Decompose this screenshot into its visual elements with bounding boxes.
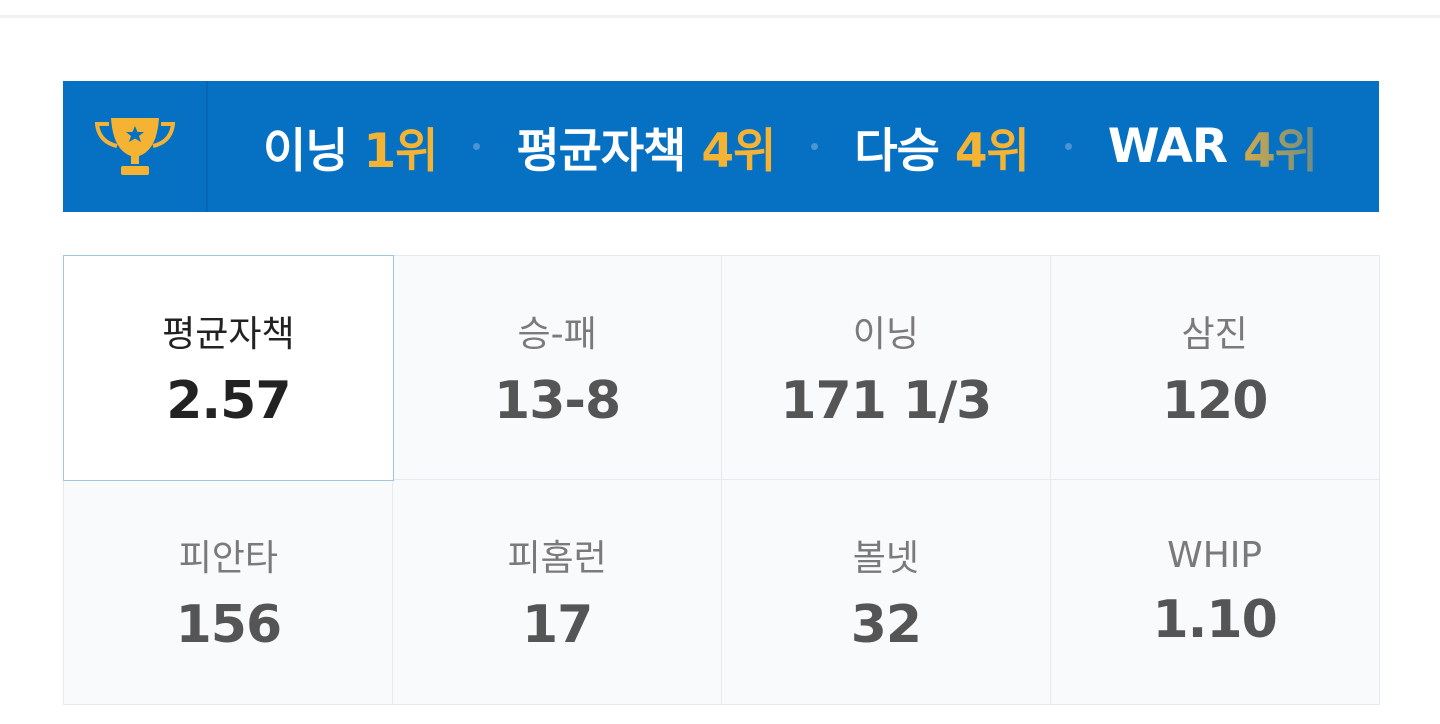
- rank-item: 다승 4위: [854, 124, 1029, 179]
- trophy-icon: [63, 81, 208, 212]
- stat-cell-strikeouts[interactable]: 삼진 120: [1049, 255, 1380, 481]
- stat-cell-walks[interactable]: 볼넷 32: [720, 479, 1051, 705]
- separator-dot: [1064, 143, 1072, 150]
- divider: [0, 15, 1440, 18]
- rank-item: 이닝 1위: [263, 124, 438, 179]
- scroll-fade: [1219, 81, 1379, 212]
- stat-cell-era[interactable]: 평균자책 2.57: [63, 255, 394, 481]
- stat-cell-home-runs[interactable]: 피홈런 17: [392, 479, 723, 705]
- stats-grid: 평균자책 2.57 승-패 13-8 이닝 171 1/3 삼진 120 피안타 156 …: [63, 255, 1380, 705]
- stat-cell-innings[interactable]: 이닝 171 1/3: [720, 255, 1051, 481]
- stat-cell-whip[interactable]: WHIP 1.10: [1049, 479, 1380, 705]
- separator-dot: [473, 143, 481, 150]
- separator-dot: [811, 143, 819, 150]
- stat-cell-win-loss[interactable]: 승-패 13-8: [392, 255, 723, 481]
- stat-cell-hits[interactable]: 피안타 156: [63, 479, 394, 705]
- rank-item: 평균자책 4위: [516, 124, 776, 179]
